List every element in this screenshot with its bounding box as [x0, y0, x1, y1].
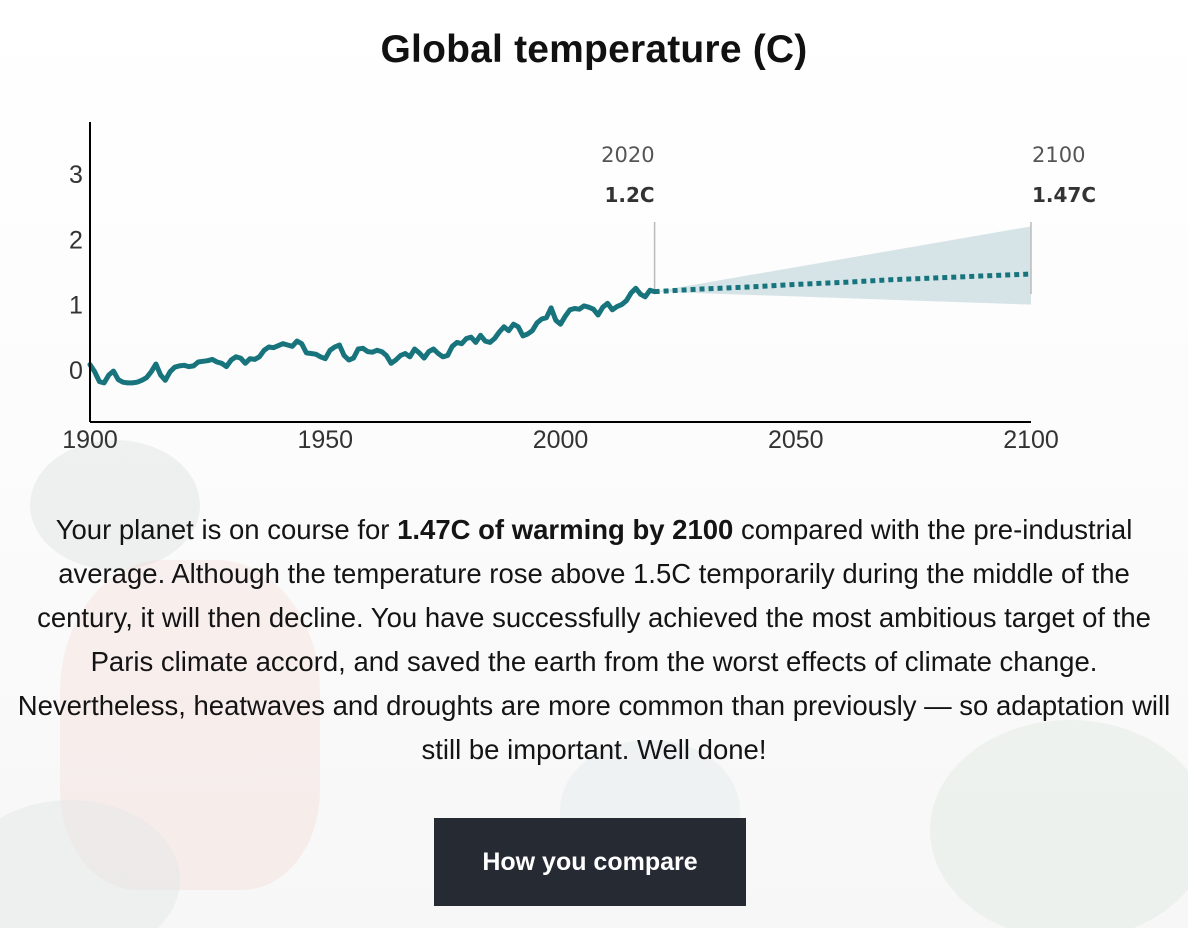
background-illustration-head: [30, 440, 200, 570]
summary-highlight: 1.47C of warming by 2100: [397, 514, 734, 545]
axes-layer: [89, 122, 1031, 423]
y-tick-label: 1: [69, 292, 83, 320]
year-marker-layer: [653, 222, 1032, 294]
tick-label-layer: 1900 1950 2000 2050 2100 0 1 2 3: [62, 161, 1059, 454]
x-tick-label: 1950: [297, 426, 353, 454]
historical-line: [87, 285, 658, 386]
series-line-layer: [87, 271, 1032, 386]
background-illustration-plants: [930, 720, 1188, 928]
x-tick-label: 2000: [533, 426, 589, 454]
background-illustration-figure: [60, 560, 320, 890]
uncertainty-band: [654, 226, 1031, 305]
summary-text-end: compared with the pre-industrial average…: [17, 514, 1171, 765]
summary-text-start: Your planet is on course for: [55, 514, 398, 545]
x-tick-label: 2050: [768, 426, 824, 454]
uncertainty-band-layer: [654, 226, 1031, 305]
annotation-year-label: 2100: [1032, 143, 1085, 167]
result-summary: Your planet is on course for 1.47C of wa…: [8, 508, 1180, 772]
annotation-layer: 2020 1.2C 2100 1.47C: [601, 143, 1096, 207]
x-tick-label: 2100: [1003, 426, 1059, 454]
temperature-chart: 1900 1950 2000 2050 2100 0 1 2 3 2020 1.2C 2100 1.4…: [62, 122, 1096, 454]
annotation-year-label: 2020: [601, 143, 654, 167]
y-tick-label: 3: [69, 161, 83, 189]
annotation-value-label: 1.2C: [604, 183, 654, 207]
x-tick-label: 1900: [62, 426, 118, 454]
y-tick-label: 0: [69, 357, 83, 385]
y-tick-label: 2: [69, 226, 83, 254]
chart-title: Global temperature (C): [380, 28, 808, 71]
how-you-compare-button[interactable]: How you compare: [434, 818, 746, 906]
annotation-value-label: 1.47C: [1032, 183, 1096, 207]
